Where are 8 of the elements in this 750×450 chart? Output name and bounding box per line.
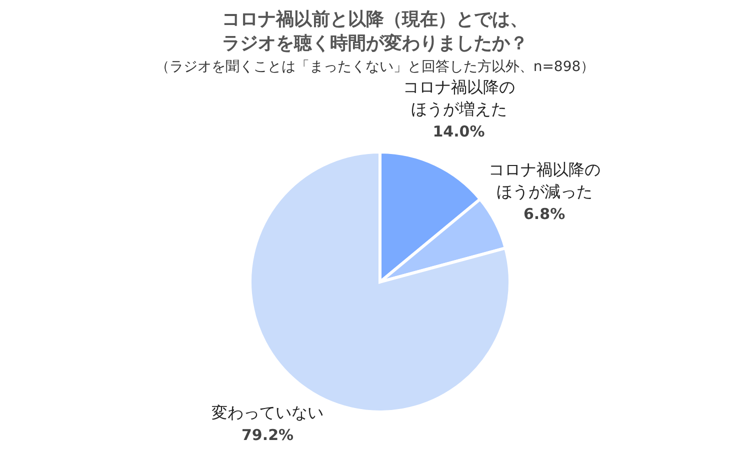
slice-label: 変わっていない: [212, 402, 324, 422]
data-label: 14.0%: [432, 122, 485, 141]
chart-subtitle: （ラジオを聞くことは「まったくない」と回答した方以外、n=898）: [154, 58, 596, 76]
data-label: 6.8%: [524, 204, 566, 223]
chart-title: コロナ禍以前と以降（現在）とでは、ラジオを聴く時間が変わりましたか？: [221, 8, 529, 56]
data-label: 79.2%: [242, 426, 294, 444]
slice-label: コロナ禍以降のほうが減った: [488, 160, 600, 201]
slice-label: コロナ禍以降のほうが増えた: [402, 78, 515, 119]
